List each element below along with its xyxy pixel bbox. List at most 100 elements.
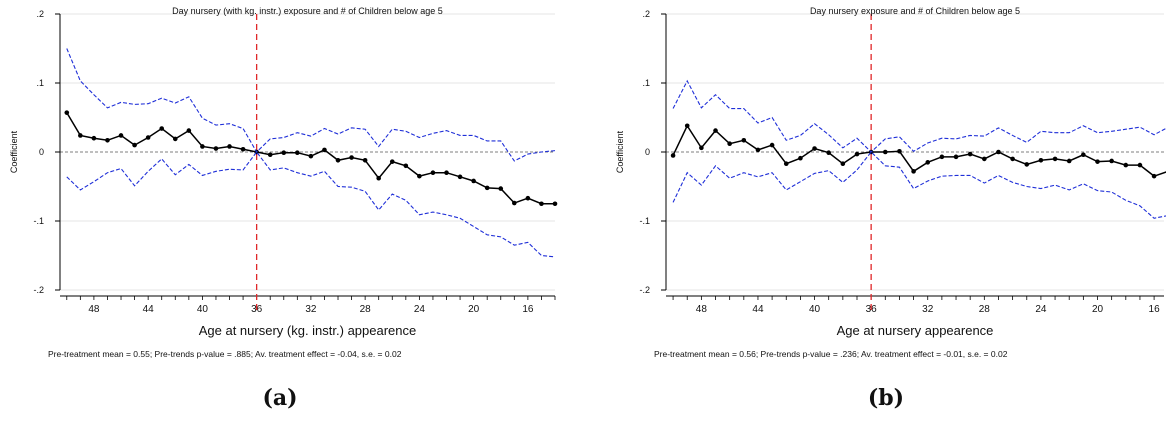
estimate-point — [403, 163, 409, 169]
estimate-point — [267, 152, 273, 158]
estimate-point — [684, 123, 690, 129]
y-tick-label: .1 — [36, 78, 44, 88]
estimate-point — [741, 137, 747, 143]
y-tick-label: 0 — [39, 147, 44, 157]
estimate-point — [91, 135, 97, 141]
x-tick-label: 32 — [922, 304, 934, 315]
x-tick-label: 20 — [468, 304, 480, 315]
estimate-point — [783, 161, 789, 167]
estimate-point — [911, 169, 916, 174]
upper-ci-line — [66, 48, 556, 162]
y-tick-label: -.2 — [639, 285, 650, 295]
x-tick-label: 40 — [197, 304, 209, 315]
estimate-point — [281, 150, 287, 155]
estimate-point — [713, 128, 718, 133]
chart-panel-a: .2.1 0 -.1 -.2 48 44 40 36 32 28 24 20 16 Day nursery… — [0, 0, 560, 423]
x-axis-label: Age at nursery appearence — [837, 323, 994, 338]
x-tick-label: 32 — [305, 304, 317, 315]
estimate-point — [389, 159, 395, 164]
estimate-point — [308, 153, 314, 159]
y-tick-label: .2 — [36, 9, 44, 19]
x-tick-label: 28 — [360, 304, 372, 315]
estimate-point — [484, 185, 490, 191]
estimate-point — [1010, 156, 1015, 162]
estimate-point — [1081, 152, 1086, 158]
estimate-point — [1066, 158, 1072, 164]
x-tick-label: 24 — [1035, 304, 1047, 315]
y-tick-label: -.1 — [33, 216, 44, 226]
estimate-point — [882, 149, 888, 155]
lower-ci-line — [66, 151, 556, 258]
estimate-point — [727, 141, 732, 147]
x-tick-label: 48 — [88, 304, 100, 315]
estimate-point — [64, 110, 70, 115]
estimate-point — [552, 201, 558, 207]
estimate-point — [172, 136, 178, 142]
estimate-point — [1038, 157, 1044, 163]
y-axis-label: Coefficient — [9, 130, 19, 173]
estimate-point — [322, 147, 327, 153]
estimate-point — [840, 161, 846, 167]
estimate-point — [798, 155, 803, 161]
chart-panel-b: .2.1 0 -.1 -.2 48 44 40 36 32 28 24 20 16 Day nursery… — [606, 0, 1166, 423]
y-tick-label: .1 — [642, 78, 650, 88]
estimate-point — [362, 157, 368, 163]
estimate-point — [939, 154, 945, 160]
estimate-point — [498, 186, 504, 191]
estimate-point — [755, 147, 761, 153]
estimate-point — [539, 201, 544, 207]
estimate-point — [897, 149, 902, 154]
estimate-point — [1109, 158, 1114, 164]
estimate-point — [1095, 159, 1100, 164]
estimate-point — [670, 153, 676, 158]
estimate-point — [213, 146, 219, 151]
estimate-point — [444, 170, 449, 175]
x-tick-label: 48 — [696, 304, 708, 315]
y-tick-label: .2 — [642, 9, 650, 19]
estimate-point — [240, 146, 246, 152]
estimate-point — [1052, 156, 1058, 162]
x-axis-label: Age at nursery (kg. instr.) appearence — [199, 323, 417, 338]
upper-ci-line — [672, 79, 1166, 153]
estimate-point — [186, 128, 192, 133]
y-tick-label: -.2 — [33, 285, 44, 295]
estimate-point — [78, 133, 83, 138]
estimate-point — [349, 155, 354, 160]
estimate-point — [457, 174, 463, 180]
estimate-point — [145, 135, 151, 140]
estimate-point — [925, 160, 931, 165]
estimate-point — [1137, 162, 1143, 168]
estimate-point — [118, 133, 124, 138]
caption-b: (b) — [867, 385, 905, 411]
estimate-point — [769, 142, 775, 148]
caption-a: (a) — [262, 385, 298, 411]
estimate-point — [200, 144, 205, 149]
estimate-point — [1123, 162, 1129, 168]
estimate-point — [826, 150, 831, 155]
estimate-point — [512, 200, 517, 206]
estimate-point — [132, 142, 137, 148]
estimate-point — [699, 145, 704, 151]
stats-footnote: Pre-treatment mean = 0.56; Pre-trends p-… — [654, 349, 1008, 359]
estimate-point — [471, 178, 476, 184]
estimate-point — [982, 156, 987, 162]
estimate-point — [335, 157, 341, 163]
estimate-point — [105, 137, 110, 143]
x-tick-label: 16 — [522, 304, 534, 315]
lower-ci-line — [672, 151, 1166, 219]
estimate-point — [996, 149, 1001, 155]
estimate-point — [430, 170, 436, 175]
estimate-point — [1024, 162, 1030, 167]
estimate-point — [227, 144, 232, 149]
estimate-point — [525, 195, 531, 201]
chart-title: Day nursery exposure and # of Children b… — [810, 6, 1020, 16]
estimate-point — [967, 151, 973, 157]
estimate-point — [854, 151, 860, 157]
x-tick-label: 40 — [809, 304, 821, 315]
chart-title: Day nursery (with kg. instr.) exposure a… — [172, 6, 443, 16]
y-tick-label: -.1 — [639, 216, 650, 226]
x-tick-label: 28 — [979, 304, 991, 315]
estimate-point — [376, 175, 381, 181]
